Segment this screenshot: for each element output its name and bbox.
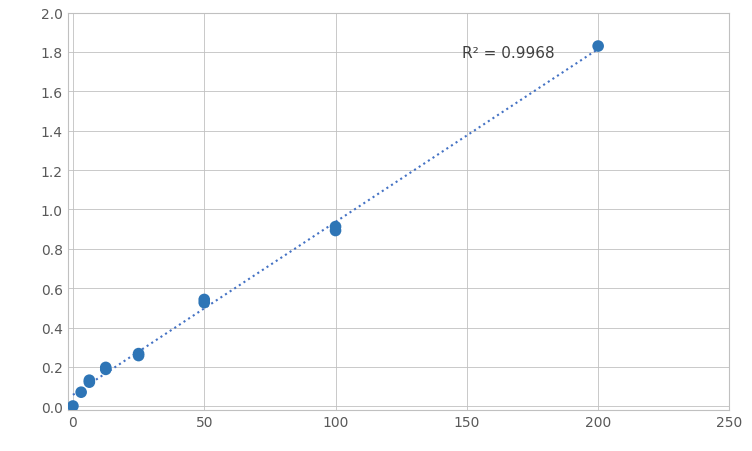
Point — [132, 352, 144, 359]
Point — [100, 364, 112, 371]
Point — [75, 389, 87, 396]
Point — [100, 366, 112, 373]
Point — [132, 350, 144, 358]
Point — [329, 227, 341, 235]
Point — [83, 379, 96, 386]
Text: R² = 0.9968: R² = 0.9968 — [462, 46, 554, 61]
Point — [329, 224, 341, 231]
Point — [67, 402, 79, 410]
Point — [83, 377, 96, 384]
Point — [199, 296, 211, 304]
Point — [199, 299, 211, 307]
Point — [592, 43, 604, 51]
